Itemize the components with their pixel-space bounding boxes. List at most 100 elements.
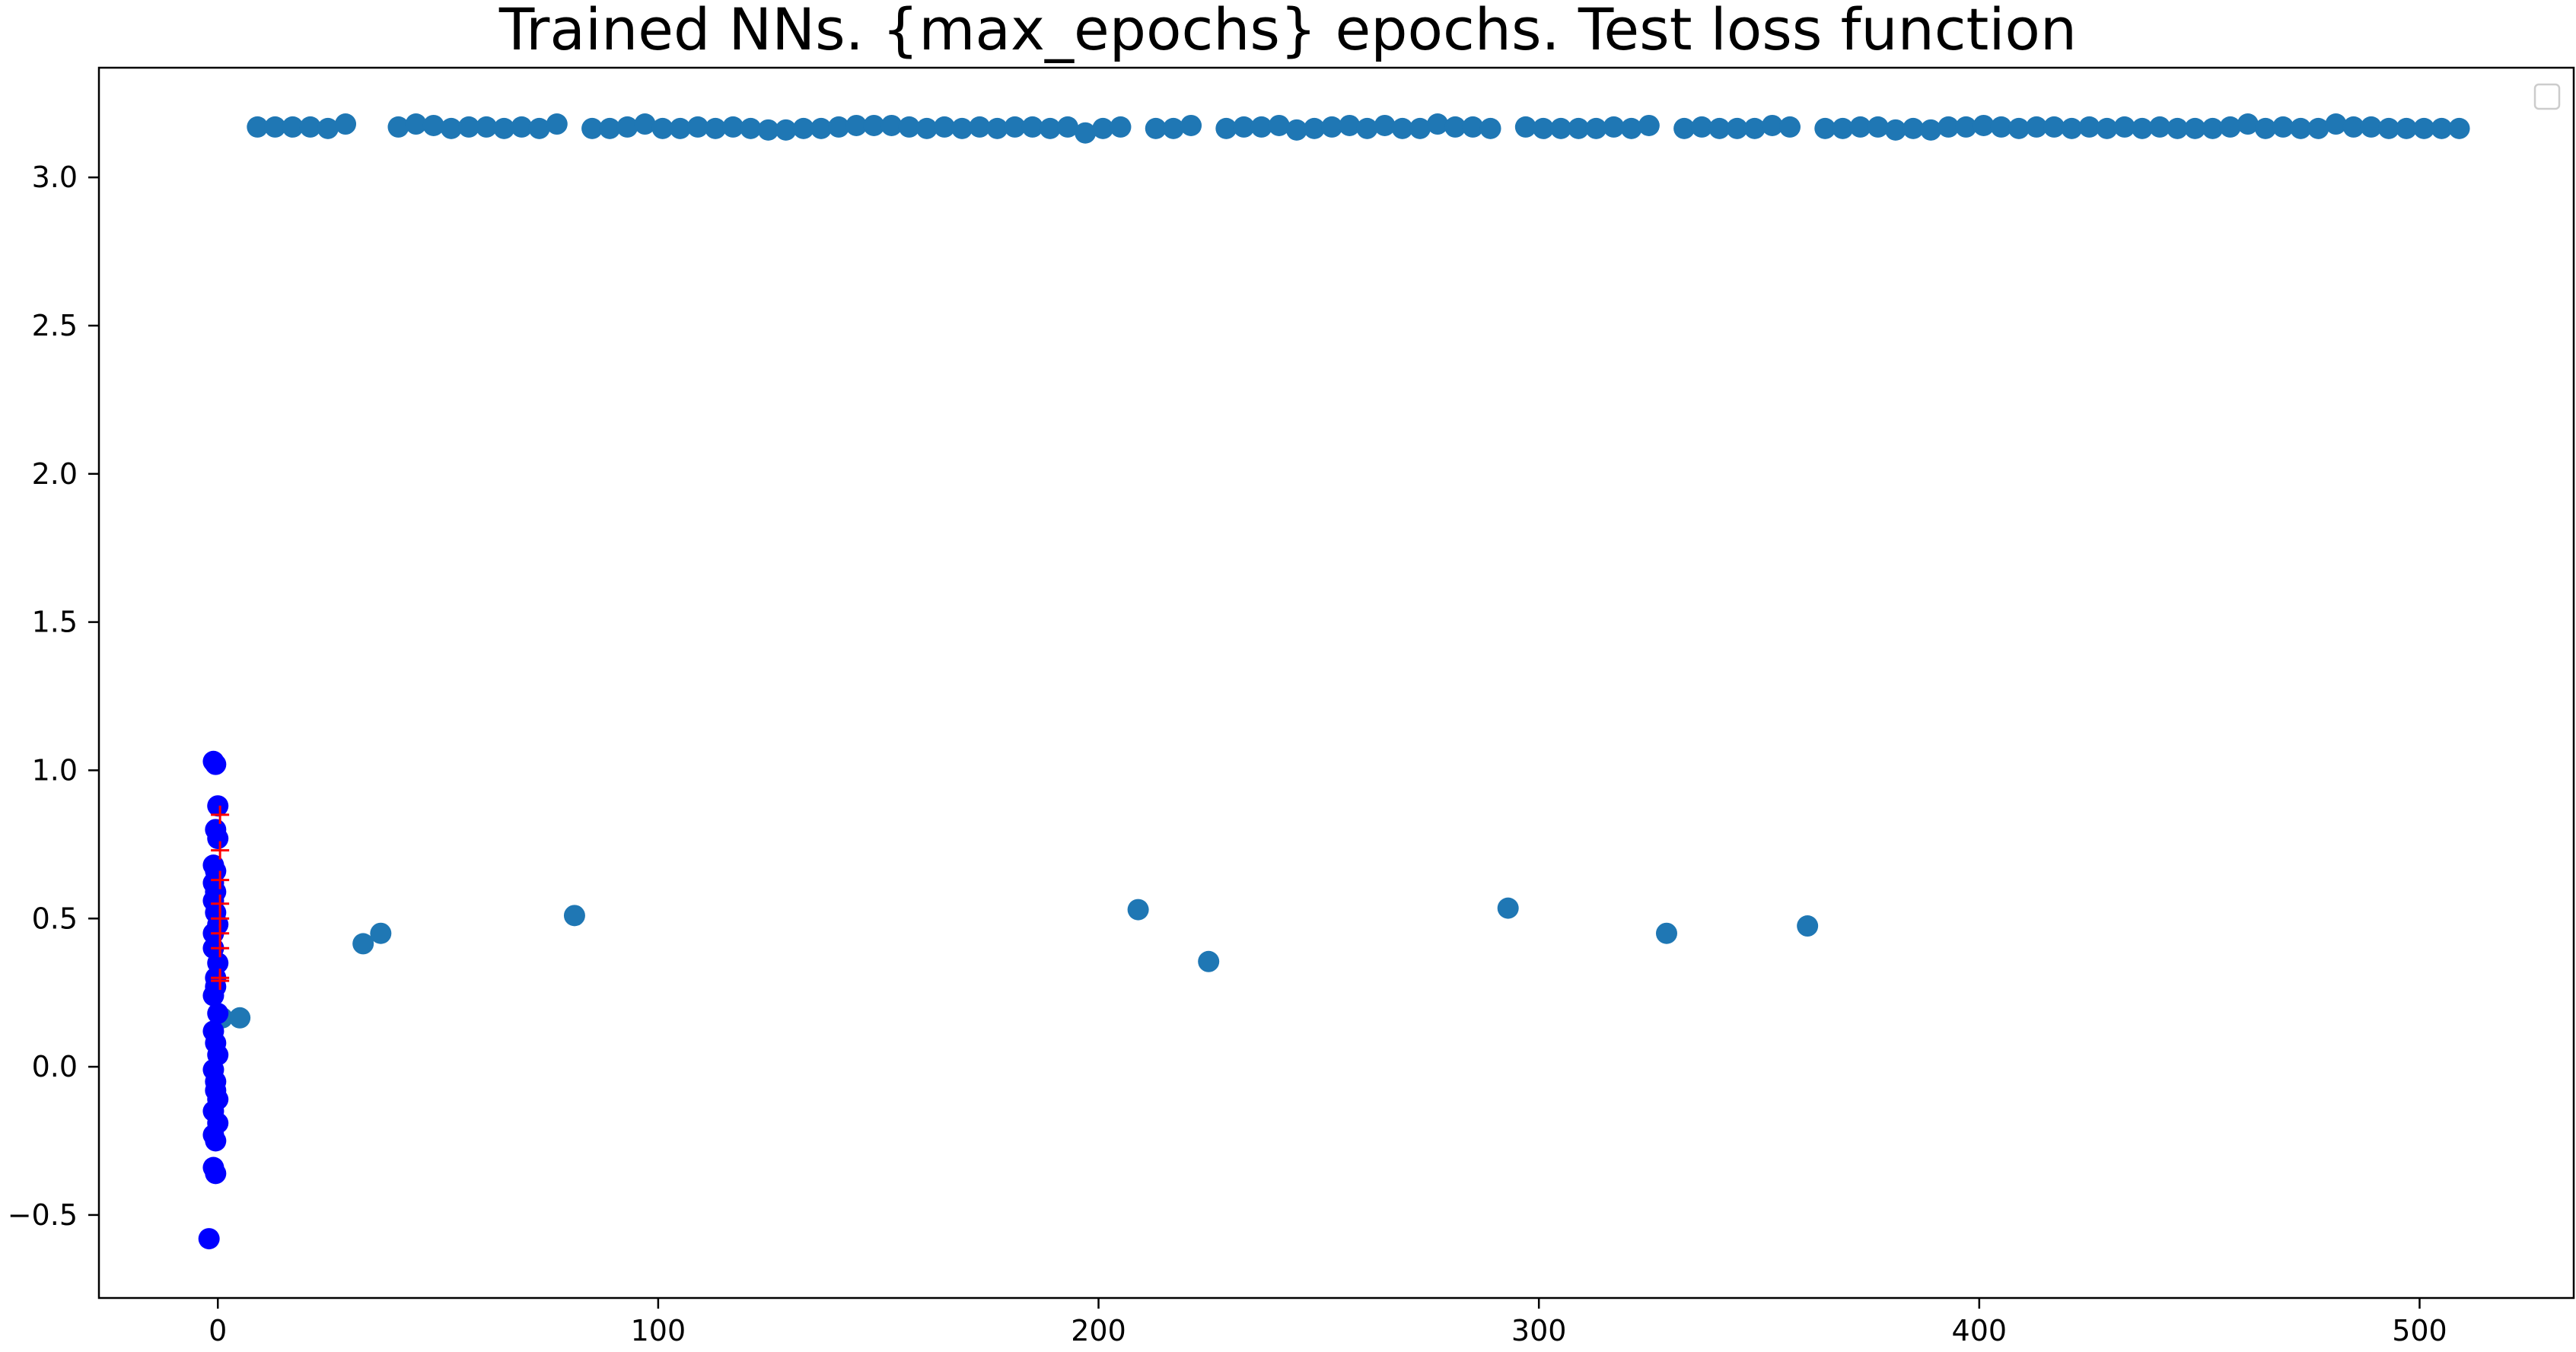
data-point <box>1110 116 1132 138</box>
data-point <box>207 1112 229 1134</box>
data-point <box>775 119 797 141</box>
data-point <box>211 939 230 958</box>
data-point <box>1409 117 1431 139</box>
data-point <box>1427 113 1449 135</box>
data-point <box>2254 117 2276 139</box>
data-point <box>2008 117 2030 139</box>
y-tick-label: 1.0 <box>32 753 78 787</box>
data-point <box>1743 117 1766 139</box>
points-layer <box>198 113 2470 1250</box>
data-point <box>229 1007 251 1029</box>
data-point <box>202 985 224 1007</box>
data-point <box>2431 117 2453 139</box>
y-tick-label: 3.0 <box>32 161 78 194</box>
data-point <box>2413 117 2435 139</box>
data-point <box>387 116 409 138</box>
data-point <box>1568 117 1590 139</box>
data-point <box>1339 114 1361 136</box>
data-point <box>1004 116 1026 138</box>
data-point <box>581 117 603 139</box>
data-point <box>1374 114 1396 136</box>
data-point <box>264 116 286 138</box>
data-point <box>1497 897 1519 919</box>
data-point <box>1021 116 1043 138</box>
data-point <box>1797 915 1819 937</box>
data-point <box>599 117 621 139</box>
y-tick-label: 0.5 <box>32 902 78 935</box>
data-point <box>1903 117 1925 139</box>
data-point <box>2061 117 2083 139</box>
data-point <box>207 1002 229 1024</box>
data-point <box>1321 116 1343 138</box>
data-point <box>2096 117 2118 139</box>
data-point <box>915 117 938 139</box>
axes-frame <box>97 66 2575 1300</box>
data-point <box>1444 116 1466 138</box>
data-point <box>1532 117 1554 139</box>
data-point <box>2448 117 2470 139</box>
data-point <box>335 113 357 135</box>
y-tick-label: 1.5 <box>32 606 78 639</box>
data-point <box>1479 117 1501 139</box>
data-point <box>440 117 462 139</box>
chart-title: Trained NNs. {max_epochs} epochs. Test l… <box>498 0 2078 63</box>
data-point <box>528 117 550 139</box>
data-point <box>1233 116 1255 138</box>
data-point <box>370 922 392 944</box>
data-point <box>934 116 956 138</box>
y-axis: −0.5 0.0 0.5 1.0 1.5 2.0 2.5 3.0 <box>8 161 99 1232</box>
data-point <box>299 116 321 138</box>
data-point <box>1955 116 1977 138</box>
data-point <box>880 114 903 136</box>
data-point <box>1867 116 1889 138</box>
data-point <box>1075 122 1097 144</box>
data-point <box>1215 117 1237 139</box>
data-point <box>2184 117 2206 139</box>
data-point <box>1550 117 1572 139</box>
y-tick-label: 2.5 <box>32 309 78 342</box>
data-point <box>207 828 229 850</box>
data-point <box>2272 116 2294 138</box>
legend-box <box>2533 83 2561 110</box>
x-axis: 0 100 200 300 400 500 <box>209 1298 2447 1347</box>
data-point <box>2026 116 2048 138</box>
data-point <box>205 1163 227 1185</box>
data-point <box>317 117 339 139</box>
data-point <box>1391 117 1413 139</box>
data-point <box>686 116 708 138</box>
data-point <box>2043 116 2065 138</box>
data-point <box>247 116 269 138</box>
data-point <box>2078 116 2100 138</box>
data-point <box>1198 950 1220 972</box>
x-tick-label: 500 <box>2392 1314 2447 1347</box>
data-point <box>2202 117 2224 139</box>
data-point <box>1092 117 1114 139</box>
data-point <box>352 933 374 955</box>
data-point <box>2113 116 2135 138</box>
data-point <box>1990 116 2012 138</box>
data-point <box>1708 117 1731 139</box>
data-point <box>205 753 227 775</box>
data-point <box>1920 119 1942 141</box>
y-tick-label: 0.0 <box>32 1050 78 1083</box>
data-point <box>2219 116 2241 138</box>
data-point <box>898 116 920 138</box>
data-point <box>2377 117 2399 139</box>
x-tick-label: 200 <box>1071 1314 1126 1347</box>
data-point <box>2342 116 2364 138</box>
data-point <box>1638 114 1660 136</box>
data-point <box>2167 117 2189 139</box>
data-point <box>634 113 656 135</box>
data-point <box>211 870 230 889</box>
data-point <box>493 117 515 139</box>
x-tick-label: 300 <box>1511 1314 1567 1347</box>
data-point <box>1057 116 1079 138</box>
data-point <box>1779 116 1801 138</box>
data-point <box>2360 116 2382 138</box>
data-point <box>207 795 229 817</box>
data-point <box>476 116 498 138</box>
data-point <box>705 117 727 139</box>
data-point <box>951 117 973 139</box>
data-point <box>1304 117 1326 139</box>
